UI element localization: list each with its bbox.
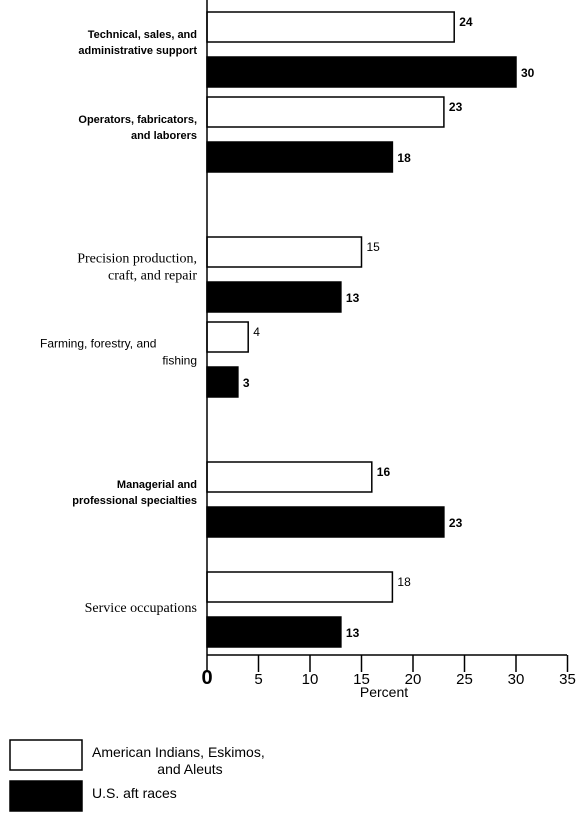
legend: American Indians, Eskimos,and Aleuts U.S.… bbox=[9, 739, 265, 812]
bars-group: 24 30 23 18 15 13 4 3 16 23 18 13 bbox=[206, 11, 535, 648]
bar-us-all-races-2 bbox=[206, 281, 342, 313]
legend-label: U.S. aft races bbox=[92, 785, 177, 801]
category-label: Farming, forestry, and bbox=[40, 337, 156, 351]
category-label: Technical, sales, and bbox=[88, 29, 197, 41]
bar-us-all-races-5 bbox=[206, 616, 342, 648]
x-tick-label: 0 bbox=[201, 667, 212, 689]
x-axis: Percent 0 5 10 15 20 25 30 35 bbox=[201, 0, 576, 700]
value-label: 23 bbox=[449, 100, 463, 114]
x-tick-label: 35 bbox=[559, 671, 576, 688]
x-tick-label: 25 bbox=[456, 671, 473, 688]
bar-american-indians-3 bbox=[206, 321, 249, 353]
x-tick-label: 30 bbox=[508, 671, 525, 688]
category-label: Managerial and bbox=[117, 479, 197, 491]
legend-label: and Aleuts bbox=[157, 761, 222, 777]
category-label: Precision production, bbox=[77, 252, 197, 267]
value-label: 16 bbox=[377, 465, 391, 479]
category-label: craft, and repair bbox=[108, 269, 197, 284]
x-axis-title: Percent bbox=[360, 684, 408, 700]
x-tick-label: 20 bbox=[405, 671, 422, 688]
bar-american-indians-1 bbox=[206, 96, 445, 128]
x-tick-label: 10 bbox=[302, 671, 319, 688]
bar-american-indians-2 bbox=[206, 236, 363, 268]
category-label: administrative support bbox=[78, 45, 197, 57]
value-label: 23 bbox=[449, 516, 463, 530]
category-label: and laborers bbox=[131, 130, 197, 142]
category-label: fishing bbox=[162, 354, 197, 368]
value-label: 15 bbox=[367, 240, 381, 254]
legend-label: American Indians, Eskimos, bbox=[92, 744, 265, 760]
legend-swatch bbox=[9, 780, 83, 812]
value-label: 18 bbox=[397, 575, 411, 589]
legend-swatch bbox=[9, 739, 83, 771]
x-tick-label: 5 bbox=[254, 671, 262, 688]
x-tick-label: 15 bbox=[353, 671, 370, 688]
value-label: 4 bbox=[253, 325, 260, 339]
bar-american-indians-0 bbox=[206, 11, 455, 43]
bar-us-all-races-3 bbox=[206, 366, 239, 398]
bar-american-indians-5 bbox=[206, 571, 394, 603]
category-labels: Technical, sales, and administrative supp… bbox=[40, 29, 197, 616]
value-label: 13 bbox=[346, 291, 360, 305]
category-label: Operators, fabricators, bbox=[78, 114, 197, 126]
bar-american-indians-4 bbox=[206, 461, 373, 493]
value-label: 30 bbox=[521, 66, 535, 80]
value-label: 24 bbox=[459, 15, 473, 29]
bar-us-all-races-4 bbox=[206, 506, 445, 538]
value-label: 18 bbox=[397, 151, 411, 165]
value-label: 13 bbox=[346, 626, 360, 640]
value-label: 3 bbox=[243, 376, 250, 390]
bar-us-all-races-0 bbox=[206, 56, 517, 88]
category-label: professional specialties bbox=[72, 495, 197, 507]
category-label: Service occupations bbox=[85, 601, 197, 616]
bar-us-all-races-1 bbox=[206, 141, 394, 173]
